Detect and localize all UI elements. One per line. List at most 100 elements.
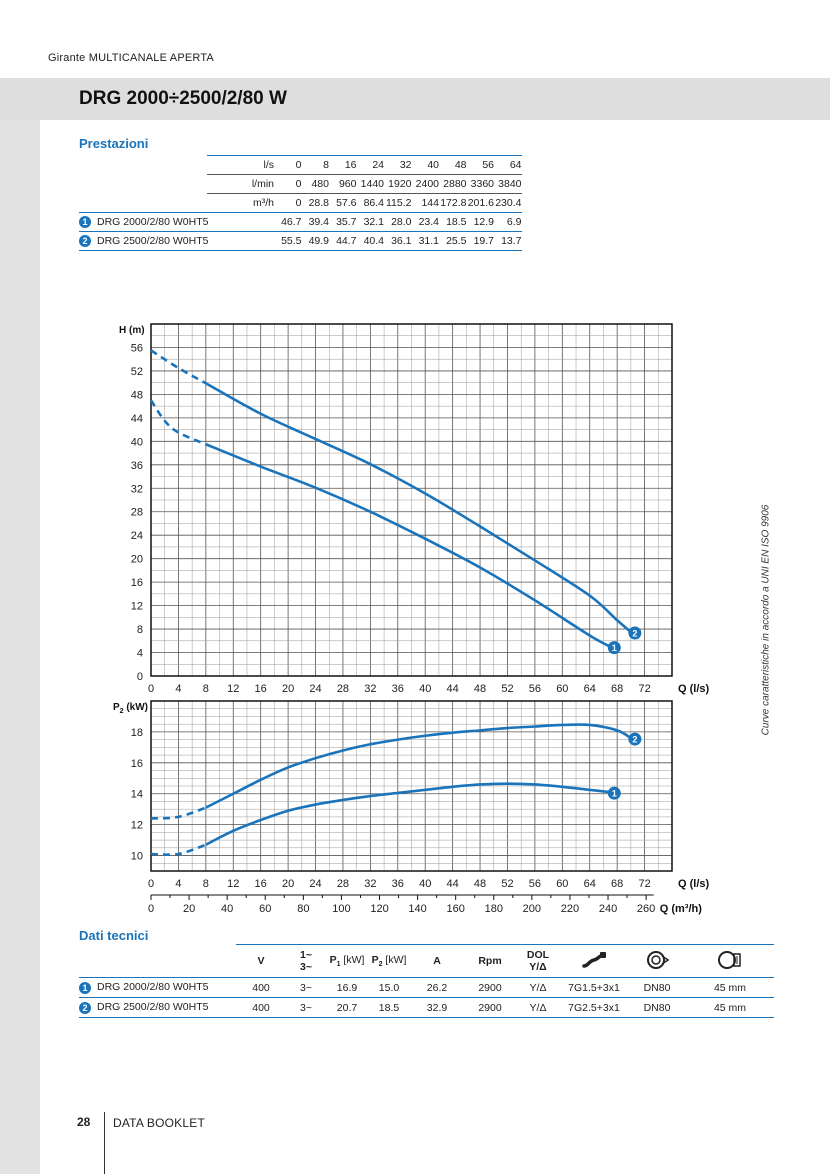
tech-cell: 7G2.5+3x1	[560, 997, 628, 1018]
model-name: 2 DRG 2500/2/80 W0HT5	[79, 231, 274, 251]
y-tick-label: 14	[131, 789, 143, 801]
col-start: DOL Y/Δ	[516, 944, 560, 978]
unit-label: l/min	[207, 174, 274, 194]
tech-cell: 20.7	[326, 997, 368, 1018]
perf-cell: 48	[439, 155, 467, 175]
y-tick-label: 16	[131, 577, 143, 589]
x-tick-label: 20	[282, 683, 294, 695]
perf-cell: 3360	[466, 174, 494, 194]
y-tick-label: 32	[131, 483, 143, 495]
perf-cell: 115.2	[384, 193, 412, 213]
x2-tick-label: 160	[446, 903, 464, 915]
perf-cell: 6.9	[494, 212, 522, 232]
tech-cell: 18.5	[368, 997, 410, 1018]
x2-tick-label: 260	[637, 903, 655, 915]
technical-table: V 1~ 3~ P1 [kW] P2 [kW] A Rpm DOL Y/Δ 1 DRG…	[79, 944, 774, 1018]
unit-label: m³/h	[207, 193, 274, 213]
tech-cell: 400	[236, 977, 286, 998]
x-tick-label: 16	[255, 683, 267, 695]
x-tick-label: 40	[419, 878, 431, 890]
x-tick-label: 56	[529, 878, 541, 890]
x-tick-label: 44	[447, 683, 459, 695]
perf-cell: 2880	[439, 174, 467, 194]
curve-dashed-2	[150, 806, 207, 820]
curve-standard-note: Curve caratteristiche in accordo a UNI E…	[760, 504, 772, 736]
y-tick-label: 44	[131, 413, 143, 425]
curve-1	[205, 782, 611, 846]
x-tick-label: 32	[364, 683, 376, 695]
curve-badge-2	[628, 732, 642, 746]
y-tick-label: 12	[131, 820, 143, 832]
tech-cell: DN80	[628, 977, 686, 998]
x-tick-label: 60	[556, 878, 568, 890]
perf-cell: 0	[274, 174, 302, 194]
perf-cell: 49.9	[301, 231, 329, 251]
perf-cell: 56	[466, 155, 494, 175]
model-label: DRG 2000/2/80 W0HT5	[97, 215, 209, 228]
tech-cell: 3~	[286, 977, 326, 998]
perf-cell: 28.0	[384, 212, 412, 232]
perf-cell: 25.5	[439, 231, 467, 251]
perf-cell: 24	[356, 155, 384, 175]
tech-cell: 2900	[464, 997, 516, 1018]
curve-badge-1	[607, 786, 621, 800]
x-tick-label: 36	[392, 878, 404, 890]
perf-cell: 172.8	[439, 193, 467, 213]
y-axis-label: H (m)	[119, 325, 145, 336]
x2-tick-label: 180	[485, 903, 503, 915]
x-tick-label: 32	[364, 878, 376, 890]
model-name: 2 DRG 2500/2/80 W0HT5	[79, 997, 236, 1018]
x-axis-label: Q (l/s)	[678, 683, 710, 695]
perf-cell: 19.7	[466, 231, 494, 251]
model-badge: 2	[79, 235, 91, 248]
x-tick-label: 52	[501, 878, 513, 890]
x-tick-label: 56	[529, 683, 541, 695]
perf-cell: 230.4	[494, 193, 522, 213]
cable-icon	[560, 944, 628, 978]
perf-cell: 32.1	[356, 212, 384, 232]
flange-icon	[628, 944, 686, 978]
model-name: 1 DRG 2000/2/80 W0HT5	[79, 977, 236, 998]
curve-badge-label: 2	[632, 735, 637, 745]
x-tick-label: 28	[337, 878, 349, 890]
perf-cell: 40	[411, 155, 439, 175]
col-current: A	[410, 944, 464, 978]
y-tick-label: 12	[131, 601, 143, 613]
plot-frame	[150, 700, 673, 872]
x-tick-label: 72	[638, 878, 650, 890]
tech-cell: Y/Δ	[516, 997, 560, 1018]
model-badge: 2	[79, 1001, 91, 1014]
x-tick-label: 60	[556, 683, 568, 695]
tech-cell: 16.9	[326, 977, 368, 998]
perf-cell: 3840	[494, 174, 522, 194]
x-tick-label: 24	[309, 683, 321, 695]
x2-tick-label: 140	[408, 903, 426, 915]
x2-tick-label: 120	[370, 903, 388, 915]
perf-cell: 44.7	[329, 231, 357, 251]
y-tick-label: 18	[131, 727, 143, 739]
model-badge: 1	[79, 216, 91, 229]
model-badge: 1	[79, 981, 91, 994]
x2-tick-label: 0	[148, 903, 154, 915]
y-tick-label: 48	[131, 389, 143, 401]
curve-dashed-1	[150, 843, 207, 856]
tech-cell: 45 mm	[686, 997, 774, 1018]
x2-tick-label: 240	[599, 903, 617, 915]
tech-cell: 400	[236, 997, 286, 1018]
perf-cell: 1920	[384, 174, 412, 194]
perf-cell: 1440	[356, 174, 384, 194]
perf-cell: 23.4	[411, 212, 439, 232]
x-tick-label: 44	[447, 878, 459, 890]
x2-tick-label: 100	[332, 903, 350, 915]
perf-cell: 39.4	[301, 212, 329, 232]
curve-badge-1	[607, 641, 621, 655]
perf-cell: 13.7	[494, 231, 522, 251]
footer-label: DATA BOOKLET	[113, 1116, 205, 1130]
curve-2	[205, 723, 632, 809]
footer-divider	[104, 1112, 105, 1174]
x-tick-label: 8	[203, 878, 209, 890]
tech-cell: 15.0	[368, 977, 410, 998]
perf-cell: 31.1	[411, 231, 439, 251]
perf-cell: 18.5	[439, 212, 467, 232]
x2-tick-label: 40	[221, 903, 233, 915]
